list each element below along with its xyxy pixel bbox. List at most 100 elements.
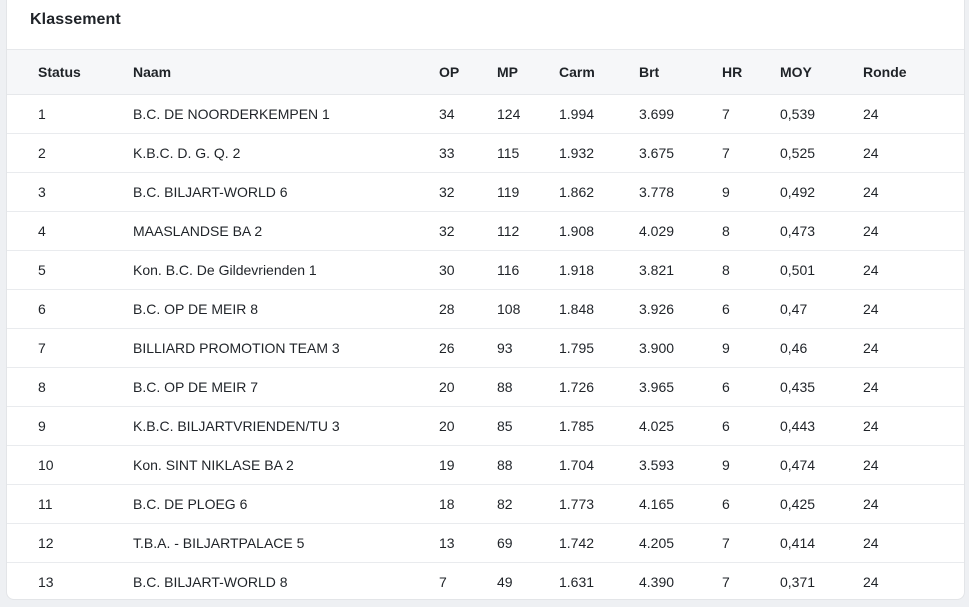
cell-naam: Kon. B.C. De Gildevrienden 1	[133, 250, 439, 290]
cell-naam: B.C. DE NOORDERKEMPEN 1	[133, 94, 439, 134]
cell-op: 34	[439, 94, 497, 134]
cell-brt: 3.593	[639, 445, 722, 485]
cell-hr: 7	[722, 94, 780, 134]
cell-naam: MAASLANDSE BA 2	[133, 211, 439, 251]
standings-table: Status Naam OP MP Carm Brt HR MOY Ronde …	[7, 49, 964, 600]
cell-moy: 0,425	[780, 484, 863, 524]
cell-carm: 1.908	[559, 211, 639, 251]
standings-card: Klassement Status Naam OP MP Carm Brt HR…	[6, 0, 965, 600]
table-row[interactable]: 1 B.C. DE NOORDERKEMPEN 1 34 124 1.994 3.699 7…	[7, 94, 964, 134]
cell-carm: 1.918	[559, 250, 639, 290]
column-header-moy: MOY	[780, 49, 863, 95]
cell-status: 4	[7, 211, 133, 251]
cell-hr: 6	[722, 289, 780, 329]
cell-naam: K.B.C. BILJARTVRIENDEN/TU 3	[133, 406, 439, 446]
table-row[interactable]: 7 BILLIARD PROMOTION TEAM 3 26 93 1.795 3.900…	[7, 328, 964, 368]
cell-status: 9	[7, 406, 133, 446]
cell-carm: 1.704	[559, 445, 639, 485]
table-row[interactable]: 2 K.B.C. D. G. Q. 2 33 115 1.932 3.675 7 0,525 2…	[7, 133, 964, 173]
column-header-status: Status	[7, 49, 133, 95]
cell-op: 28	[439, 289, 497, 329]
cell-moy: 0,501	[780, 250, 863, 290]
cell-naam: Kon. SINT NIKLASE BA 2	[133, 445, 439, 485]
table-row[interactable]: 3 B.C. BILJART-WORLD 6 32 119 1.862 3.778 9 0,4…	[7, 172, 964, 212]
cell-naam: B.C. BILJART-WORLD 8	[133, 574, 288, 591]
cell-mp: 82	[497, 484, 559, 524]
cell-op: 19	[439, 445, 497, 485]
cell-ronde: 24	[863, 445, 964, 485]
cell-mp: 93	[497, 328, 559, 368]
cell-op: 7	[439, 574, 447, 591]
cell-status: 6	[7, 289, 133, 329]
cell-hr: 6	[722, 484, 780, 524]
cell-carm: 1.862	[559, 172, 639, 212]
cell-ronde: 24	[863, 406, 964, 446]
cell-brt: 3.900	[639, 328, 722, 368]
cell-naam: BILLIARD PROMOTION TEAM 3	[133, 328, 439, 368]
table-row[interactable]: 10 Kon. SINT NIKLASE BA 2 19 88 1.704 3.593 9 0…	[7, 445, 964, 485]
cell-op: 32	[439, 172, 497, 212]
cell-hr: 9	[722, 172, 780, 212]
table-header-row: Status Naam OP MP Carm Brt HR MOY Ronde	[7, 49, 964, 95]
table-row[interactable]: 12 T.B.A. - BILJARTPALACE 5 13 69 1.742 4.205…	[7, 523, 964, 563]
table-row[interactable]: 6 B.C. OP DE MEIR 8 28 108 1.848 3.926 6 0,47 24	[7, 289, 964, 329]
cell-carm: 1.631	[559, 574, 595, 591]
cell-brt: 3.675	[639, 133, 722, 173]
cell-brt: 3.699	[639, 94, 722, 134]
cell-naam: B.C. BILJART-WORLD 6	[133, 172, 439, 212]
cell-status: 12	[7, 523, 133, 563]
table-row[interactable]: 4 MAASLANDSE BA 2 32 112 1.908 4.029 8 0,473 24	[7, 211, 964, 251]
cell-mp: 112	[497, 211, 559, 251]
cell-moy: 0,473	[780, 211, 863, 251]
cell-brt: 3.778	[639, 172, 722, 212]
cell-mp: 119	[497, 172, 559, 212]
cell-op: 30	[439, 250, 497, 290]
cell-brt: 4.029	[639, 211, 722, 251]
cell-status: 10	[7, 445, 133, 485]
cell-mp: 108	[497, 289, 559, 329]
cell-moy: 0,474	[780, 445, 863, 485]
card-title: Klassement	[30, 11, 121, 28]
cell-moy: 0,47	[780, 289, 863, 329]
cell-status: 7	[7, 328, 133, 368]
table-row[interactable]: 11 B.C. DE PLOEG 6 18 82 1.773 4.165 6 0,425 24	[7, 484, 964, 524]
cell-carm: 1.848	[559, 289, 639, 329]
cell-mp: 88	[497, 367, 559, 407]
cell-op: 20	[439, 367, 497, 407]
cell-ronde: 24	[863, 94, 964, 134]
cell-brt: 3.965	[639, 367, 722, 407]
cell-mp: 85	[497, 406, 559, 446]
cell-brt: 4.025	[639, 406, 722, 446]
cell-carm: 1.742	[559, 523, 639, 563]
cell-ronde: 24	[863, 289, 964, 329]
cell-naam: B.C. OP DE MEIR 8	[133, 289, 439, 329]
cell-op: 32	[439, 211, 497, 251]
column-header-naam: Naam	[133, 49, 439, 95]
column-header-ronde: Ronde	[863, 49, 964, 95]
cell-carm: 1.932	[559, 133, 639, 173]
cell-moy: 0,539	[780, 94, 863, 134]
cell-mp: 116	[497, 250, 559, 290]
table-row[interactable]: 5 Kon. B.C. De Gildevrienden 1 30 116 1.918 3…	[7, 250, 964, 290]
cell-hr: 6	[722, 367, 780, 407]
cell-carm: 1.795	[559, 328, 639, 368]
table-row[interactable]: 9 K.B.C. BILJARTVRIENDEN/TU 3 20 85 1.785 4.0…	[7, 406, 964, 446]
cell-mp: 115	[497, 133, 559, 173]
cell-moy: 0,414	[780, 523, 863, 563]
cell-op: 18	[439, 484, 497, 524]
table-row[interactable]: 13 B.C. BILJART-WORLD 8 7 49 1.631 4.390 7 0,37…	[7, 563, 964, 600]
cell-status: 13	[38, 574, 54, 591]
table-row[interactable]: 8 B.C. OP DE MEIR 7 20 88 1.726 3.965 6 0,435 24	[7, 367, 964, 407]
cell-naam: T.B.A. - BILJARTPALACE 5	[133, 523, 439, 563]
cell-moy: 0,492	[780, 172, 863, 212]
cell-ronde: 24	[863, 250, 964, 290]
cell-op: 13	[439, 523, 497, 563]
cell-carm: 1.785	[559, 406, 639, 446]
cell-moy: 0,371	[780, 574, 816, 591]
cell-ronde: 24	[863, 328, 964, 368]
cell-carm: 1.994	[559, 94, 639, 134]
cell-ronde: 24	[863, 172, 964, 212]
cell-moy: 0,443	[780, 406, 863, 446]
cell-hr: 7	[722, 523, 780, 563]
cell-mp: 88	[497, 445, 559, 485]
